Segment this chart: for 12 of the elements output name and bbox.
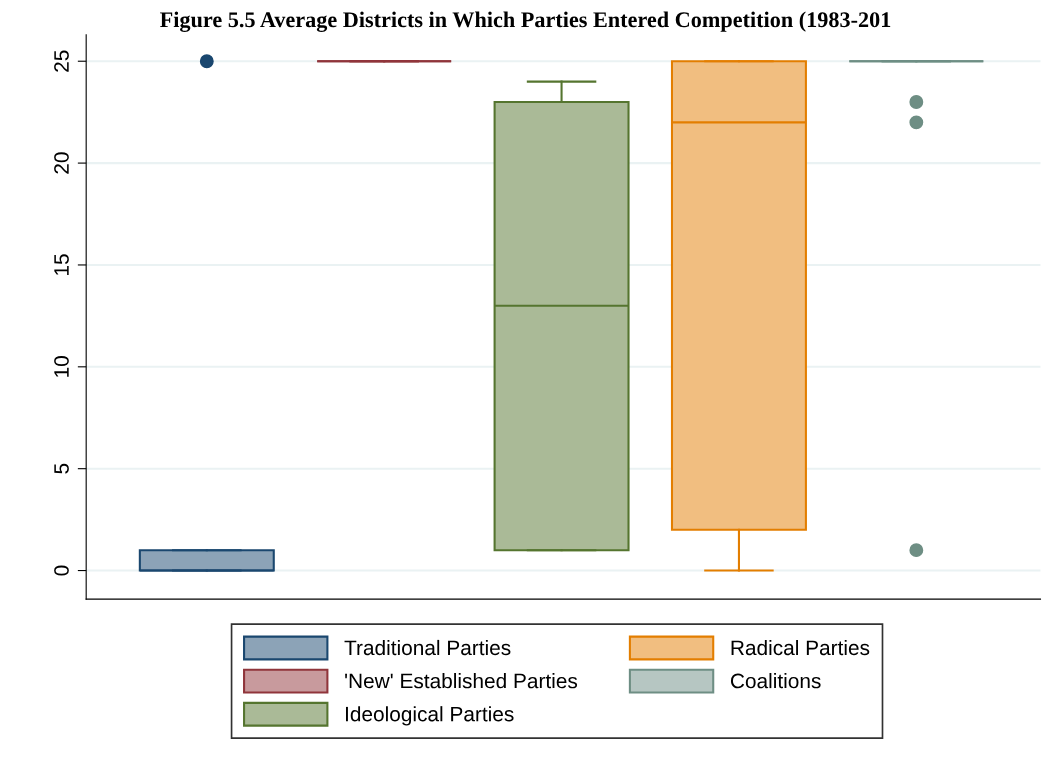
legend-label: 'New' Established Parties [345, 673, 578, 689]
legend-label: Coalitions [730, 673, 821, 689]
y-tick-label: 10 [54, 356, 69, 377]
legend-label: Radical Parties [731, 639, 870, 656]
y-tick-label: 5 [54, 463, 69, 474]
chart-title: Figure 5.5 Average Districts in Which Parties Entered Competition (1983-201 [160, 11, 891, 32]
y-tick-label: 25 [54, 50, 69, 72]
y-tick-label: 20 [54, 152, 69, 174]
legend-label: Traditional Parties [344, 639, 511, 656]
legend-label: Ideological Parties [345, 706, 514, 726]
y-tick-label: 15 [54, 254, 69, 275]
y-tick-label: 0 [54, 565, 69, 576]
